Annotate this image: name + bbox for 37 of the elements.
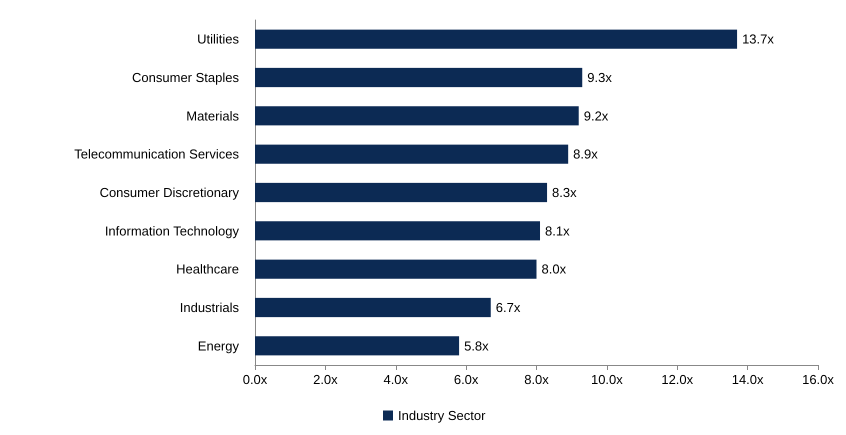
bar xyxy=(255,106,579,126)
x-tick-label: 2.0x xyxy=(313,372,338,387)
y-tick-label: Industrials xyxy=(180,300,240,315)
legend-label: Industry Sector xyxy=(398,408,486,423)
data-label: 6.7x xyxy=(496,300,521,315)
data-label: 8.9x xyxy=(573,146,598,162)
bar xyxy=(255,298,491,318)
x-tick-label: 16.0x xyxy=(802,372,834,387)
y-tick-label: Information Technology xyxy=(104,223,240,238)
data-label: 13.7x xyxy=(742,32,774,47)
y-tick-label: Telecommunication Services xyxy=(74,146,240,162)
y-tick-label: Utilities xyxy=(197,32,240,47)
x-tick-label: 8.0x xyxy=(524,372,550,387)
bar xyxy=(255,336,460,356)
bar xyxy=(255,68,582,88)
y-tick-label: Materials xyxy=(186,108,240,124)
data-label: 9.2x xyxy=(584,108,609,124)
y-tick-label: Energy xyxy=(198,338,240,354)
bar xyxy=(255,221,540,240)
x-tick-label: 4.0x xyxy=(383,372,409,387)
bar xyxy=(255,260,536,279)
data-label: 9.3x xyxy=(587,70,612,85)
x-tick-label: 12.0x xyxy=(661,372,694,387)
y-tick-label: Healthcare xyxy=(176,262,239,277)
y-tick-label: Consumer Staples xyxy=(132,70,240,85)
data-label: 8.0x xyxy=(542,262,567,277)
bar xyxy=(255,30,738,49)
x-tick-label: 6.0x xyxy=(454,372,479,387)
x-tick-label: 10.0x xyxy=(590,372,624,387)
bar xyxy=(255,182,548,202)
data-label: 8.3x xyxy=(552,185,578,200)
x-tick-label: 0.0x xyxy=(242,372,268,387)
data-label: 8.1x xyxy=(545,223,570,238)
bar xyxy=(255,144,568,164)
x-tick-label: 14.0x xyxy=(732,372,764,387)
data-label: 5.8x xyxy=(464,338,490,354)
y-tick-label: Consumer Discretionary xyxy=(100,185,240,200)
